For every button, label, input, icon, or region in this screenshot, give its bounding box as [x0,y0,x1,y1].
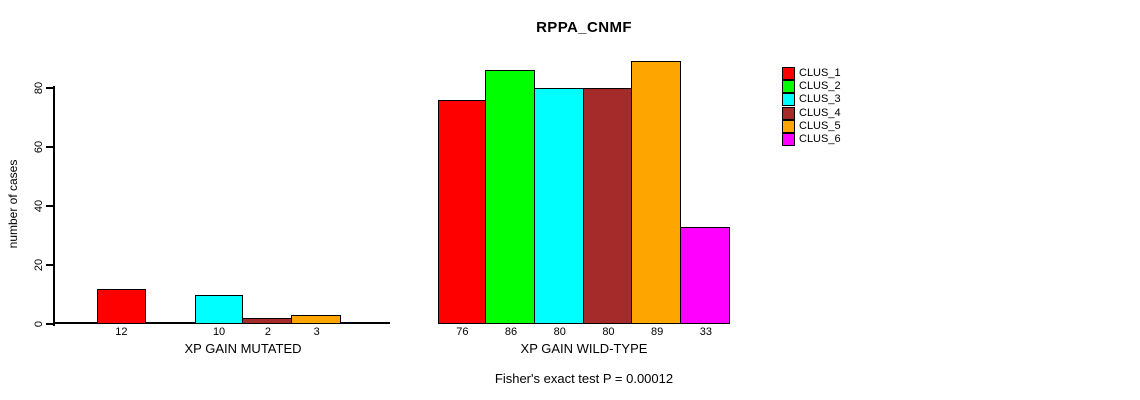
y-axis-tick [46,323,53,325]
legend-color-swatch-clus_5 [782,119,795,133]
bar-clus_2 [485,70,536,324]
bar-value-label: 76 [456,325,469,338]
bar-value-label: 2 [264,325,271,338]
bar-value-label: 89 [651,325,664,338]
bar-clus_5 [631,61,682,324]
bar-value-label: 10 [212,325,226,338]
chart-title: RPPA_CNMF [536,19,632,36]
bar-clus_3 [533,88,585,324]
bar-value-label: 12 [115,325,128,338]
y-axis-tick-label: 60 [33,140,45,154]
legend-entry: CLUS_2 [782,79,841,93]
legend-color-swatch-clus_3 [782,93,795,107]
legend-entry: CLUS_4 [782,106,841,120]
fisher-test-annotation: Fisher's exact test P = 0.00012 [494,371,674,386]
bar-value-label: 86 [504,325,518,338]
legend-color-swatch-clus_1 [782,66,795,80]
bar-clus_6 [680,226,731,324]
bar-clus_3 [194,294,244,324]
y-axis-tick [46,87,53,89]
y-axis-tick [46,205,53,207]
legend-entry-label: CLUS_5 [799,119,841,132]
y-axis-line [53,86,55,326]
bar-value-label: 33 [699,325,712,338]
bar-clus_1 [438,99,487,324]
legend-entry: CLUS_1 [782,66,841,80]
bar-value-label: 80 [602,325,615,338]
legend-color-swatch-clus_6 [782,133,795,147]
legend-entry-label: CLUS_6 [799,133,841,146]
legend-entry-label: CLUS_4 [799,106,841,119]
legend-color-swatch-clus_4 [782,106,795,120]
legend-entry-label: CLUS_3 [799,93,841,106]
y-axis-tick-label: 20 [33,258,45,272]
bar-clus_5 [290,315,342,324]
x-group-label-wildtype: XP GAIN WILD-TYPE [520,341,648,356]
bar-clus_1 [97,288,146,324]
bar-value-label: 3 [313,325,320,338]
bar-value-label: 80 [553,325,566,338]
legend-entry-label: CLUS_1 [799,66,841,79]
y-axis-tick [46,146,53,148]
bar-clus_4 [241,318,293,324]
y-axis-tick-label: 40 [33,199,45,213]
legend-entry: CLUS_3 [782,93,841,107]
bar-clus_4 [582,88,633,324]
legend-entry: CLUS_6 [782,133,841,147]
y-axis-tick-label: 80 [33,81,45,95]
x-group-label-mutated: XP GAIN MUTATED [184,341,302,356]
legend-entry-label: CLUS_2 [799,79,841,92]
legend-color-swatch-clus_2 [782,79,795,93]
y-axis-label: number of cases [6,159,20,249]
legend-entry: CLUS_5 [782,119,841,133]
y-axis-tick-label: 0 [33,320,45,328]
y-axis-tick [46,264,53,266]
